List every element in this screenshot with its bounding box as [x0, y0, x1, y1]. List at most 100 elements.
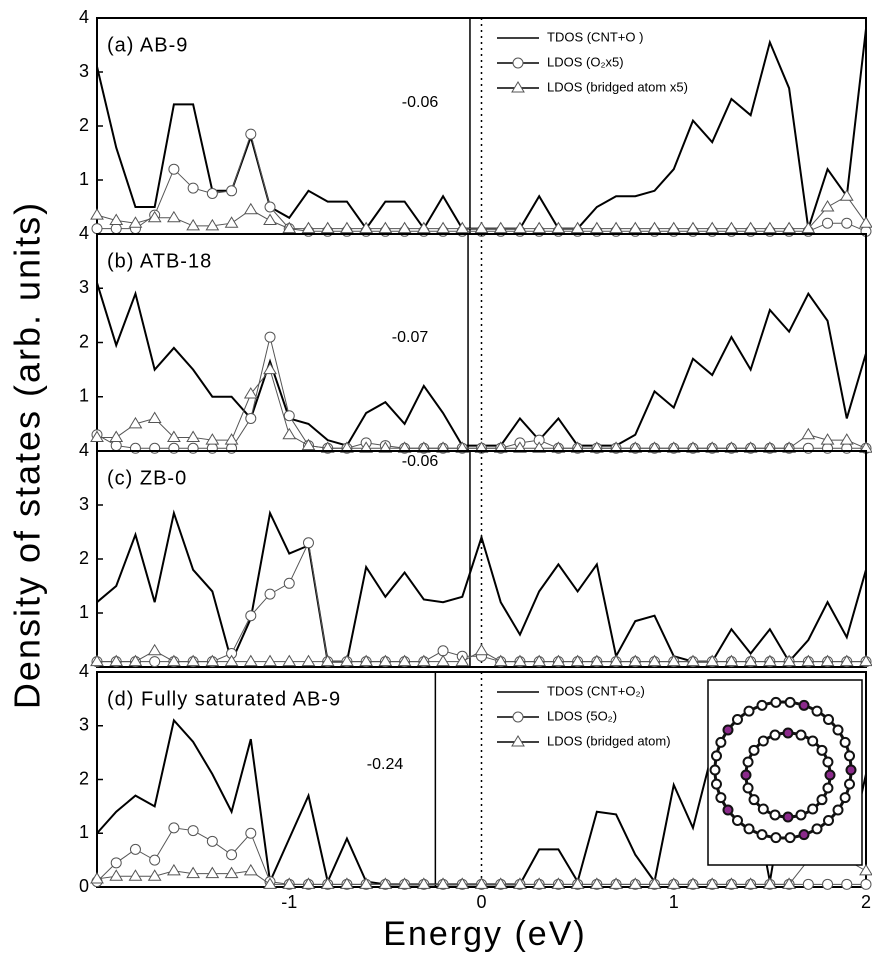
- legend-marker: [513, 712, 523, 722]
- atom: [742, 771, 751, 780]
- triangle-marker: [264, 215, 276, 225]
- circle-marker: [207, 836, 217, 846]
- circle-marker: [169, 164, 179, 174]
- y-axis-label: Density of states (arb. units): [7, 201, 48, 709]
- atom: [771, 731, 780, 740]
- atom: [817, 795, 826, 804]
- y-tick-label: 3: [79, 277, 89, 297]
- circle-marker: [246, 413, 256, 423]
- triangle-marker: [802, 429, 814, 439]
- shift-label: -0.06: [402, 453, 439, 470]
- atom: [759, 804, 768, 813]
- triangle-marker: [283, 429, 295, 439]
- triangle-marker: [668, 223, 680, 233]
- triangle-marker: [860, 865, 872, 875]
- atom: [824, 715, 833, 724]
- atom: [808, 804, 817, 813]
- triangle-marker: [245, 204, 257, 214]
- legend-label: LDOS (bridged atom): [547, 733, 671, 748]
- legend-marker: [512, 736, 524, 746]
- triangle-marker: [783, 223, 795, 233]
- x-axis-label: Energy (eV): [383, 915, 586, 953]
- circle-marker: [284, 578, 294, 588]
- legend-label: LDOS (5O₂): [547, 708, 617, 723]
- triangle-marker: [245, 865, 257, 875]
- triangle-marker: [610, 223, 622, 233]
- circle-marker: [207, 189, 217, 199]
- atom: [716, 793, 725, 802]
- atom: [750, 746, 759, 755]
- atom: [808, 737, 817, 746]
- triangle-marker: [841, 434, 853, 444]
- atom: [745, 707, 754, 716]
- y-tick-label: 2: [79, 768, 89, 788]
- atom: [845, 751, 854, 760]
- circle-marker: [246, 129, 256, 139]
- legend-label: LDOS (bridged atom x5): [547, 79, 688, 94]
- triangle-marker: [226, 434, 238, 444]
- triangle-marker: [187, 220, 199, 230]
- triangle-marker: [687, 223, 699, 233]
- triangle-marker: [206, 868, 218, 878]
- triangle-marker: [302, 223, 314, 233]
- atom: [711, 766, 720, 775]
- atom: [796, 810, 805, 819]
- circle-marker: [246, 828, 256, 838]
- shift-label: -0.07: [392, 329, 429, 346]
- triangle-marker: [706, 223, 718, 233]
- triangle-marker: [110, 431, 122, 441]
- circle-marker: [111, 858, 121, 868]
- triangle-marker: [341, 223, 353, 233]
- triangle-marker: [168, 865, 180, 875]
- triangle-marker: [302, 656, 314, 666]
- legend-marker: [513, 58, 523, 68]
- legend-marker: [512, 82, 524, 92]
- x-tick-label: 0: [476, 892, 486, 912]
- atom: [813, 824, 822, 833]
- y-tick-label: 1: [79, 169, 89, 189]
- circle-marker: [265, 202, 275, 212]
- atom: [771, 810, 780, 819]
- atom: [757, 701, 766, 710]
- triangle-marker: [149, 412, 161, 422]
- circle-marker: [842, 879, 852, 889]
- y-tick-label: 3: [79, 61, 89, 81]
- x-tick-label: 1: [669, 892, 679, 912]
- circle-marker: [150, 657, 160, 667]
- atom: [759, 737, 768, 746]
- x-tick-label: 2: [861, 892, 871, 912]
- circle-marker: [803, 879, 813, 889]
- atom: [800, 830, 809, 839]
- y-tick-label: 1: [79, 386, 89, 406]
- atom: [845, 780, 854, 789]
- y-tick-label: 4: [79, 440, 89, 460]
- atom: [712, 751, 721, 760]
- triangle-marker: [264, 656, 276, 666]
- triangle-marker: [822, 201, 834, 211]
- atom: [823, 783, 832, 792]
- triangle-marker: [399, 223, 411, 233]
- atom: [834, 726, 843, 735]
- triangle-marker: [379, 223, 391, 233]
- atom: [826, 771, 835, 780]
- circle-marker: [169, 823, 179, 833]
- triangle-marker: [649, 223, 661, 233]
- atom: [771, 698, 780, 707]
- triangle-marker: [322, 223, 334, 233]
- ldos-line: [97, 337, 866, 448]
- circle-marker: [246, 611, 256, 621]
- atom: [723, 805, 732, 814]
- triangle-marker: [745, 223, 757, 233]
- atom: [824, 816, 833, 825]
- panel-title: (a) AB-9: [107, 34, 188, 56]
- atom: [750, 795, 759, 804]
- panel-title: (d) Fully saturated AB-9: [107, 688, 341, 710]
- circle-marker: [111, 441, 121, 451]
- y-tick-label: 4: [79, 661, 89, 681]
- y-tick-label: 0: [79, 876, 89, 896]
- y-tick-label: 3: [79, 494, 89, 514]
- circle-marker: [823, 879, 833, 889]
- circle-marker: [861, 879, 871, 889]
- atom: [800, 701, 809, 710]
- circle-marker: [130, 844, 140, 854]
